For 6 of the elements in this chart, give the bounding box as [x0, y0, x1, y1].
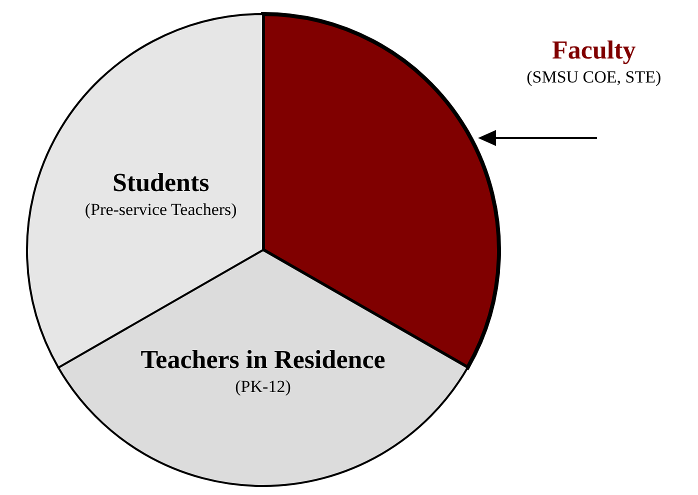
text: (SMSU COE, STE) [526, 67, 662, 86]
slice-label: Students [112, 168, 210, 197]
text: (PK-12) [235, 377, 291, 396]
text: (Pre-service Teachers) [84, 200, 237, 219]
slice-label: Teachers in Residence [140, 345, 386, 374]
slice-label: Faculty [552, 35, 636, 64]
